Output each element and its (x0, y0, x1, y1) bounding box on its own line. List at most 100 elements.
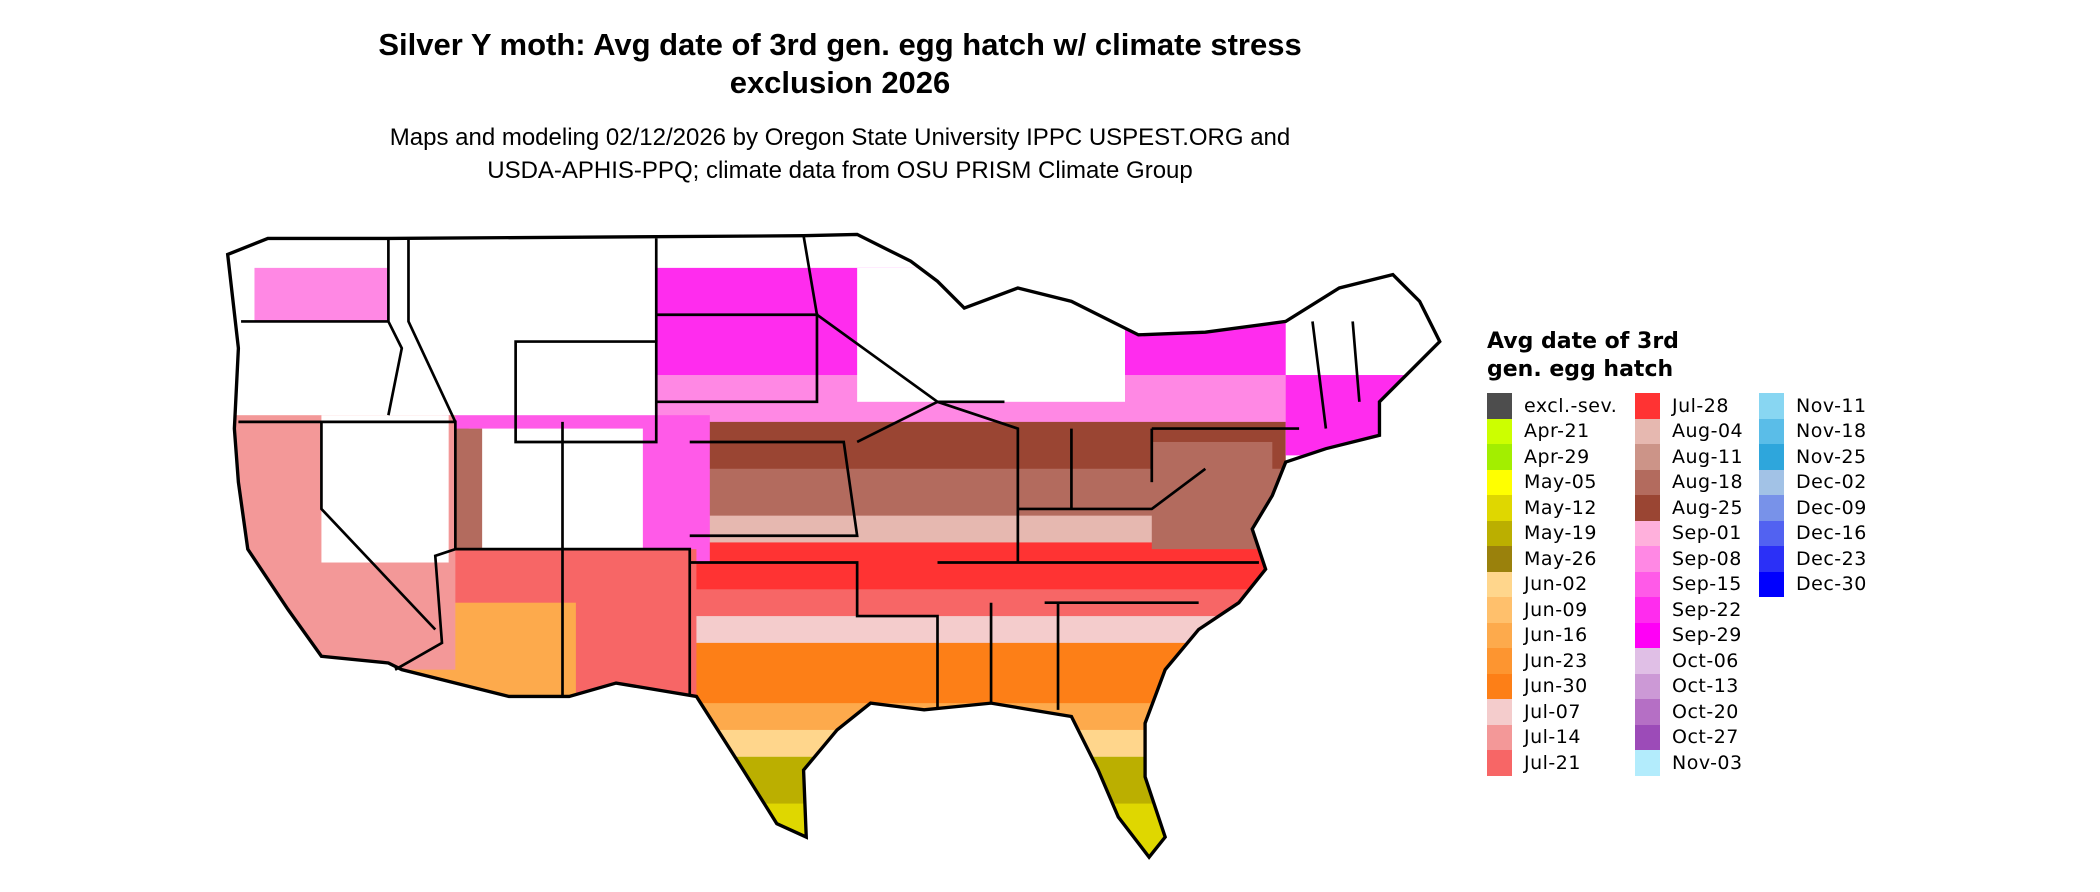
legend-item: Aug-04 (1635, 418, 1744, 444)
legend-swatch (1635, 469, 1660, 495)
legend-label: Jun-02 (1524, 573, 1588, 596)
us-outline (225, 232, 1442, 860)
legend-swatch (1759, 520, 1784, 546)
band-gl-white (857, 267, 1125, 402)
chart-subtitle: Maps and modeling 02/12/2026 by Oregon S… (0, 121, 1680, 187)
legend-item: Jul-07 (1487, 699, 1617, 725)
legend-item: Aug-25 (1635, 495, 1743, 521)
legend-item: May-05 (1487, 469, 1617, 495)
legend-label: Oct-06 (1672, 649, 1739, 672)
legend-item: Dec-23 (1759, 546, 1867, 572)
legend-swatch (1487, 597, 1512, 623)
legend-swatch (1759, 469, 1784, 495)
legend-label: Jul-28 (1672, 394, 1729, 417)
legend-item: May-19 (1487, 520, 1617, 546)
legend-item: Dec-16 (1759, 520, 1867, 546)
legend-item: Jun-02 (1487, 571, 1617, 597)
legend-item: Jun-09 (1487, 597, 1617, 623)
legend-item: Aug-18 (1635, 469, 1744, 495)
legend-swatch (1487, 495, 1512, 521)
legend-label: Apr-21 (1524, 420, 1590, 443)
legend-label: Sep-08 (1672, 547, 1742, 570)
legend-item: Nov-03 (1635, 750, 1743, 776)
legend-column-1: excl.-sev. Apr-21 Apr-29 May-05 May-12 May-19… (1487, 393, 1617, 776)
legend-swatch (1759, 495, 1784, 521)
legend-item: Jun-16 (1487, 622, 1617, 648)
legend-swatch (1759, 571, 1784, 597)
legend-item: Apr-21 (1487, 418, 1617, 444)
legend-item: Jul-14 (1487, 724, 1617, 750)
legend-label: May-12 (1524, 496, 1597, 519)
chart-title: Silver Y moth: Avg date of 3rd gen. egg … (0, 26, 1680, 102)
legend-swatch (1635, 571, 1660, 597)
legend-swatch (1759, 418, 1784, 444)
legend-item: Jun-23 (1487, 648, 1617, 674)
legend-label: Jul-21 (1524, 751, 1581, 774)
legend-column-3: Nov-11 Nov-18 Nov-25 Dec-02 Dec-09 Dec-16 Dec-… (1759, 393, 1867, 597)
band-may-05 (575, 803, 1246, 858)
legend-column-2: Jul-28 Aug-04 Aug-11 Aug-18 Aug-25 Sep-01 Sep-… (1635, 393, 1743, 776)
legend-item: Jul-28 (1635, 393, 1743, 419)
legend-label: May-26 (1524, 547, 1597, 570)
legend-item: Nov-25 (1759, 444, 1867, 470)
legend-label: Nov-25 (1796, 445, 1867, 468)
legend-item: Aug-11 (1635, 444, 1743, 470)
legend-item: Oct-06 (1635, 648, 1743, 674)
band-west-white (468, 428, 643, 563)
legend-swatch (1635, 648, 1660, 674)
legend-swatch (1635, 520, 1660, 546)
legend-label: Sep-15 (1672, 573, 1742, 596)
legend-item: excl.-sev. (1487, 393, 1617, 419)
legend-title-line-2: gen. egg hatch (1487, 357, 1674, 382)
chart-title-line-1: Silver Y moth: Avg date of 3rd gen. egg … (378, 27, 1302, 62)
legend-swatch (1759, 444, 1784, 470)
legend-swatch (1487, 750, 1512, 776)
state-borders (238, 235, 1361, 710)
legend-label: excl.-sev. (1524, 394, 1618, 417)
legend-item: Jul-21 (1487, 750, 1617, 776)
legend-label: Nov-18 (1796, 420, 1867, 443)
legend-label: Aug-18 (1672, 471, 1744, 494)
chart-subtitle-line-1: Maps and modeling 02/12/2026 by Oregon S… (389, 124, 1291, 151)
legend-item: Dec-02 (1759, 469, 1867, 495)
legend-swatch (1635, 724, 1660, 750)
legend-label: Sep-01 (1672, 522, 1742, 545)
legend-swatch (1487, 546, 1512, 572)
legend-label: Sep-22 (1672, 598, 1742, 621)
legend-label: Nov-11 (1796, 394, 1867, 417)
band-ca-inner (321, 415, 449, 563)
legend-item: Nov-18 (1759, 418, 1867, 444)
legend-swatch (1487, 418, 1512, 444)
legend-swatch (1487, 673, 1512, 699)
legend-label: Dec-23 (1796, 547, 1867, 570)
legend-label: Dec-16 (1796, 522, 1867, 545)
legend-item: May-12 (1487, 495, 1617, 521)
legend-item: Oct-20 (1635, 699, 1743, 725)
legend-label: Jul-07 (1524, 700, 1581, 723)
band-oregon-sep (254, 267, 389, 322)
legend-label: Jun-09 (1524, 598, 1588, 621)
legend-label: Jul-14 (1524, 726, 1581, 749)
legend-item: Sep-08 (1635, 546, 1743, 572)
legend-swatch (1635, 622, 1660, 648)
legend-label: Aug-04 (1672, 420, 1744, 443)
legend-swatch (1635, 546, 1660, 572)
legend-item: Sep-22 (1635, 597, 1743, 623)
hatch-date-surface (227, 234, 1440, 858)
legend-label: Aug-11 (1672, 445, 1744, 468)
legend-label: Sep-29 (1672, 624, 1742, 647)
legend-title: Avg date of 3rd gen. egg hatch (1487, 328, 1679, 384)
legend-swatch (1487, 724, 1512, 750)
legend-label: Oct-27 (1672, 726, 1739, 749)
legend-swatch (1487, 520, 1512, 546)
legend-item: May-26 (1487, 546, 1617, 572)
legend-item: Sep-01 (1635, 520, 1743, 546)
legend-item: Dec-09 (1759, 495, 1867, 521)
legend-swatch (1635, 495, 1660, 521)
legend-label: Jun-23 (1524, 649, 1588, 672)
chart-title-line-2: exclusion 2026 (729, 65, 951, 100)
legend-label: Dec-02 (1796, 471, 1867, 494)
legend-swatch (1487, 648, 1512, 674)
legend-swatch (1487, 393, 1512, 419)
legend-swatch (1759, 546, 1784, 572)
